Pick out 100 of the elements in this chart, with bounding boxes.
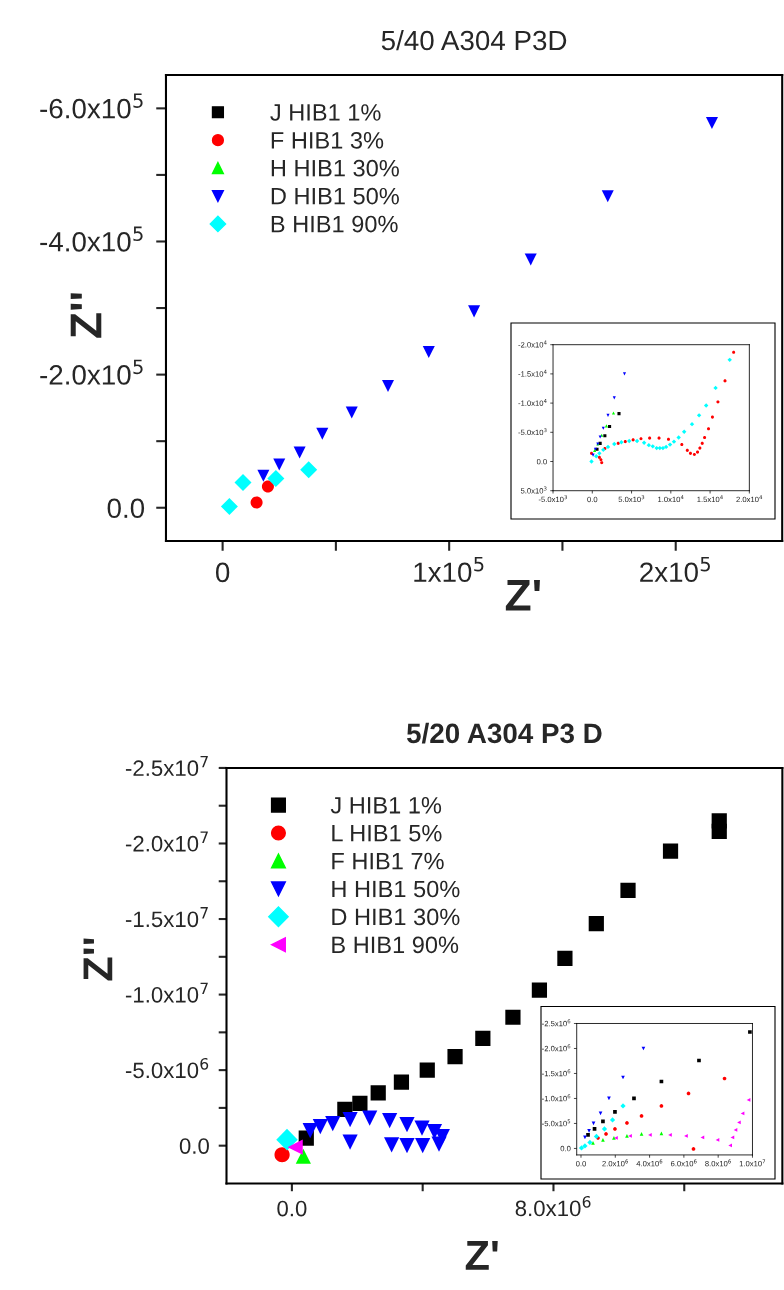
x-tick-label: 0: [215, 562, 230, 583]
legend-label: L HIB1 5%: [332, 824, 442, 842]
point: [557, 950, 573, 966]
point: [612, 396, 616, 400]
y-axis-title: Z'': [70, 293, 102, 338]
point: [617, 412, 621, 416]
point: [352, 1095, 368, 1111]
point: [604, 1132, 608, 1136]
point: [524, 253, 537, 266]
legend-label: D HIB1 30%: [332, 908, 460, 926]
point: [650, 444, 655, 449]
point: [605, 444, 611, 450]
legend-label: F HIB1 3%: [271, 131, 384, 149]
point: [727, 357, 732, 363]
point: [415, 1138, 431, 1154]
point: [648, 1133, 652, 1137]
y-tick-label: -6.0x10$^{5}$: [40, 93, 143, 119]
point: [274, 1147, 290, 1163]
point: [431, 1136, 447, 1152]
point: [475, 1030, 491, 1046]
point: [419, 1062, 435, 1078]
point: [737, 1120, 741, 1125]
point: [399, 1117, 415, 1133]
point: [663, 444, 669, 450]
point: [622, 372, 627, 376]
point: [688, 451, 693, 455]
point: [703, 436, 707, 440]
chart-title: 5/40 A304 P3D: [381, 29, 567, 51]
point: [601, 190, 614, 203]
point: [399, 1138, 415, 1154]
point: [705, 116, 718, 130]
point: [609, 1117, 616, 1123]
point: [684, 1134, 688, 1138]
point: [660, 445, 666, 451]
point: [659, 1104, 664, 1108]
point: [589, 459, 594, 464]
point: [302, 1123, 318, 1139]
point: [393, 1074, 410, 1090]
legend-label: D HIB1 50%: [271, 187, 399, 205]
point: [611, 411, 616, 415]
x-axis-title: Z': [505, 579, 540, 611]
y-tick-label: -2.0x10$^{5}$: [40, 359, 143, 385]
point: [447, 1048, 463, 1065]
point: [728, 1143, 733, 1148]
legend-label: B HIB1 90%: [332, 936, 459, 954]
point: [625, 1121, 629, 1125]
point: [342, 1112, 358, 1128]
x-tick-label: 8.0x10$^{6}$: [515, 1195, 591, 1217]
y-tick-label: 0.0: [179, 1138, 209, 1154]
point: [300, 461, 318, 479]
point: [468, 305, 481, 318]
y-tick-label: -1.0x10$^{7}$: [125, 982, 208, 1003]
point: [639, 1132, 644, 1136]
point: [422, 345, 435, 358]
point: [261, 480, 274, 493]
point: [613, 1110, 617, 1114]
point: [325, 1116, 341, 1132]
point: [608, 424, 612, 429]
point: [634, 438, 640, 444]
point: [646, 442, 652, 448]
point: [384, 1137, 400, 1153]
x-tick-label: 2x10$^{5}$: [640, 556, 710, 583]
point: [662, 843, 679, 859]
point: [505, 1009, 521, 1025]
point: [597, 451, 602, 456]
point: [627, 438, 632, 444]
point: [382, 1112, 398, 1129]
point: [273, 458, 286, 471]
x-tick-label: 1x10$^{5}$: [414, 556, 484, 583]
point: [345, 406, 358, 419]
legend-label: H HIB1 30%: [271, 159, 399, 177]
point: [316, 427, 329, 440]
point: [748, 1030, 752, 1034]
point: [267, 469, 285, 487]
point: [295, 1148, 311, 1164]
point: [312, 1119, 328, 1135]
point: [587, 1139, 593, 1146]
legend-label: J HIB1 1%: [270, 104, 381, 121]
point: [613, 1127, 617, 1131]
point: [601, 1138, 605, 1142]
point: [732, 350, 736, 354]
point: [692, 452, 696, 457]
point: [293, 446, 306, 459]
legend-label: H HIB1 50%: [332, 880, 460, 898]
x-axis-title: Z': [465, 1241, 498, 1270]
chart-title: 5/20 A304 P3 D: [406, 722, 602, 744]
point: [578, 1145, 585, 1151]
point: [601, 1126, 608, 1132]
point: [668, 1133, 672, 1137]
point: [657, 445, 663, 451]
point: [257, 469, 270, 482]
point: [639, 1114, 644, 1118]
point: [631, 438, 635, 442]
point: [716, 400, 720, 404]
legend-label: F HIB1 7%: [332, 852, 444, 870]
y-tick-label: -2.5x10$^{7}$: [125, 755, 208, 777]
y-tick-label: -4.0x10$^{5}$: [40, 226, 143, 252]
y-tick-label: -2.0x10$^{7}$: [125, 831, 208, 852]
point: [619, 440, 624, 445]
point: [689, 421, 695, 427]
